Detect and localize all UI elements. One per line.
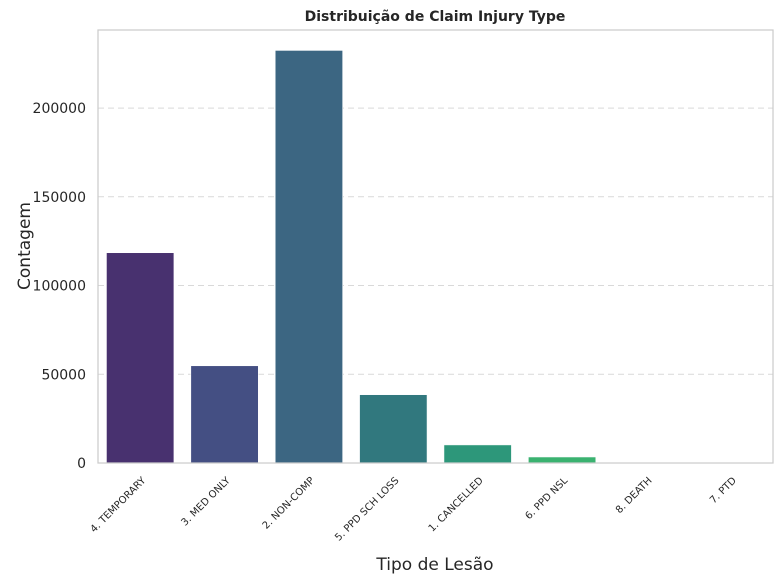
x-tick-label: 2. NON-COMP: [261, 475, 317, 531]
x-axis-label: Tipo de Lesão: [375, 555, 493, 575]
y-tick-label: 100000: [33, 279, 86, 295]
x-tick-label: 8. DEATH: [614, 475, 655, 516]
y-tick-label: 0: [77, 456, 86, 472]
x-tick-label: 5. PPD SCH LOSS: [333, 475, 401, 543]
bar: [444, 445, 512, 463]
x-tick-label: 4. TEMPORARY: [89, 475, 149, 535]
x-tick-labels: 4. TEMPORARY 3. MED ONLY 2. NON-COMP 5. PPD…: [89, 475, 740, 544]
y-tick-label: 50000: [41, 367, 86, 383]
y-tick-labels: 0 50000 100000 150000 200000: [33, 101, 86, 472]
y-tick-label: 200000: [33, 101, 86, 117]
y-tick-label: 150000: [33, 190, 86, 206]
bar: [360, 395, 428, 463]
x-tick-label: 6. PPD NSL: [523, 475, 570, 522]
chart-title: Distribuição de Claim Injury Type: [305, 9, 566, 25]
x-tick-label: 1. CANCELLED: [427, 475, 486, 534]
x-tick-label: 7. PTD: [708, 475, 739, 506]
bar: [191, 366, 259, 463]
bar: [275, 50, 343, 463]
x-tick-label: 3. MED ONLY: [179, 475, 233, 529]
y-axis-label: Contagem: [15, 202, 35, 290]
bar: [528, 457, 596, 463]
bar: [106, 253, 174, 463]
